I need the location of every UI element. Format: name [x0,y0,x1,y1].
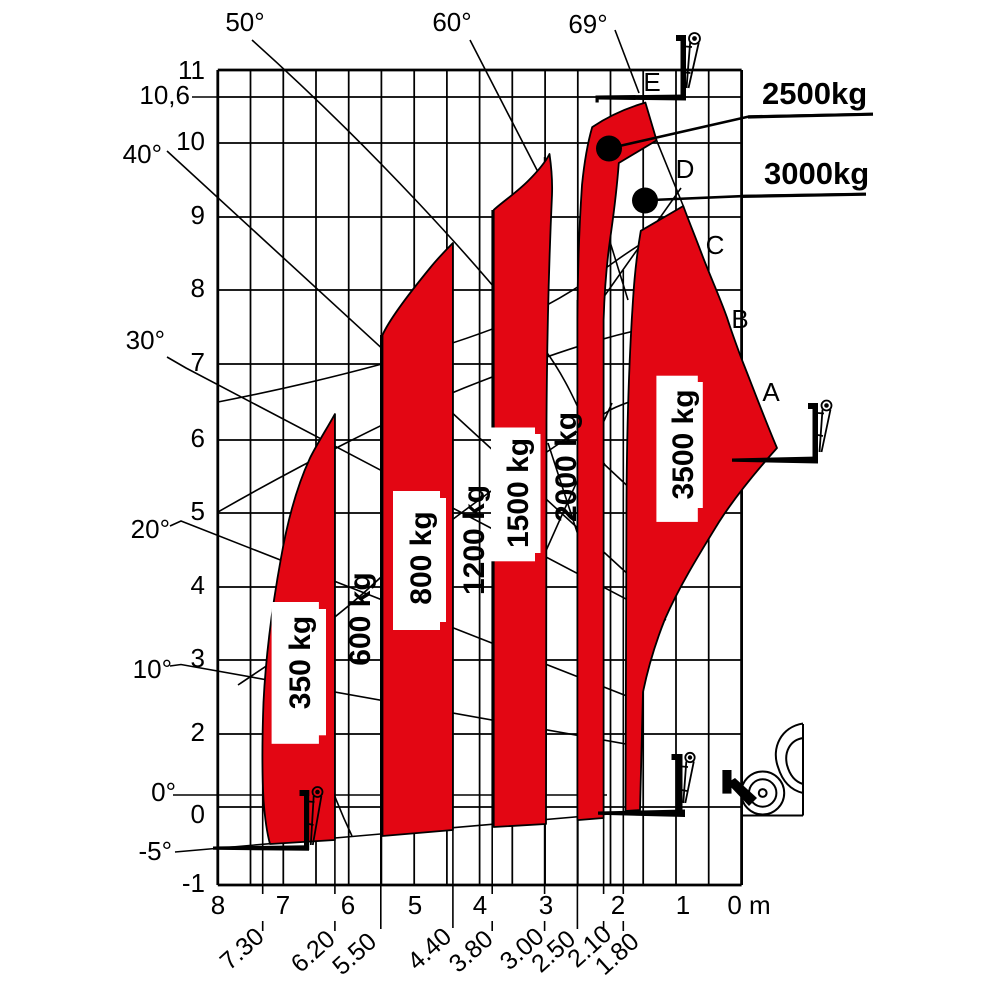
svg-text:600 kg: 600 kg [344,572,377,665]
svg-text:0: 0 [191,799,205,829]
svg-text:8: 8 [191,273,205,303]
svg-text:350 kg: 350 kg [284,616,317,709]
svg-text:69°: 69° [568,9,607,39]
svg-text:B: B [731,304,748,334]
svg-text:4: 4 [191,570,205,600]
svg-text:1: 1 [676,890,690,920]
svg-text:3: 3 [539,890,553,920]
svg-text:2: 2 [611,890,625,920]
svg-text:800 kg: 800 kg [405,511,438,604]
svg-text:7: 7 [276,890,290,920]
svg-text:6: 6 [191,423,205,453]
svg-text:2500kg: 2500kg [762,76,867,111]
svg-text:11: 11 [178,55,205,85]
svg-text:0°: 0° [151,777,176,807]
svg-text:7: 7 [191,347,205,377]
svg-text:-1: -1 [182,868,205,898]
svg-text:0 m: 0 m [727,890,770,920]
svg-text:6: 6 [341,890,355,920]
svg-text:10,6: 10,6 [139,80,190,110]
svg-text:-5°: -5° [138,836,172,866]
svg-text:50°: 50° [225,7,264,37]
svg-text:3000kg: 3000kg [764,156,869,191]
svg-text:10°: 10° [133,654,172,684]
svg-text:8: 8 [211,890,225,920]
svg-text:9: 9 [191,200,205,230]
svg-text:3: 3 [191,643,205,673]
svg-text:A: A [762,377,780,407]
svg-text:E: E [643,67,660,97]
svg-text:5: 5 [408,890,422,920]
svg-text:30°: 30° [126,325,165,355]
svg-text:1200 kg: 1200 kg [458,485,491,595]
svg-text:2: 2 [191,717,205,747]
svg-text:C: C [706,230,725,260]
svg-text:10: 10 [176,126,205,156]
svg-text:4: 4 [473,890,487,920]
svg-text:5: 5 [191,496,205,526]
svg-text:1500 kg: 1500 kg [502,438,535,548]
svg-text:40°: 40° [123,139,162,169]
svg-text:3500 kg: 3500 kg [667,389,700,499]
svg-text:60°: 60° [432,7,471,37]
svg-text:D: D [676,154,695,184]
svg-text:2000 kg: 2000 kg [550,412,583,522]
svg-text:20°: 20° [131,514,170,544]
